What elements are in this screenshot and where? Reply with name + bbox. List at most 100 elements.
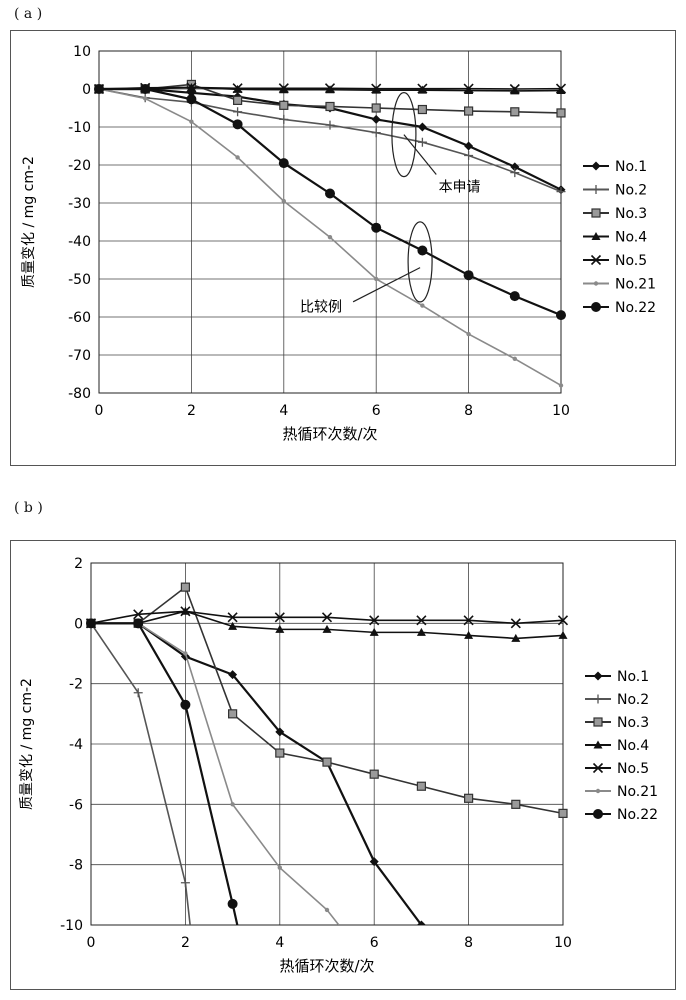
data-point-no3 (417, 782, 425, 790)
data-point-no2 (326, 121, 335, 130)
y-tick-label: 0 (74, 616, 83, 632)
data-point-no3 (234, 96, 242, 104)
data-point-no1 (464, 142, 473, 151)
legend-label: No.5 (617, 761, 649, 777)
series-group (94, 80, 566, 387)
annotation-label-benshenqing: 本申请 (439, 180, 481, 196)
annotations: 本申请比较例 (300, 93, 481, 316)
legend-marker (594, 281, 598, 285)
data-point-no22 (140, 84, 150, 94)
data-point-no3 (512, 800, 520, 808)
chart-b-frame: 20-2-4-6-8-100246810热循环次数/次质量变化 / mg cm-… (10, 540, 676, 990)
chart-a: 100-10-20-30-40-50-60-70-800246810热循环次数/… (11, 31, 675, 465)
data-point-no3 (511, 108, 519, 116)
data-point-no3 (326, 102, 334, 110)
data-point-no22 (510, 291, 520, 301)
legend-marker (593, 809, 603, 819)
chart-b: 20-2-4-6-8-100246810热循环次数/次质量变化 / mg cm-… (11, 541, 675, 989)
legend-label: No.22 (615, 300, 656, 316)
x-axis-label: 热循环次数/次 (282, 425, 377, 443)
data-point-no3 (280, 101, 288, 109)
data-point-no3 (465, 107, 473, 115)
y-axis-label: 质量变化 / mg cm-2 (21, 156, 37, 288)
legend: No.1 No.2 No.3 No.4 No.5 No.21 No.22 (583, 159, 656, 316)
legend: No.1No.2No.3No.4No.5No.21No.22 (585, 669, 658, 823)
legend-marker (592, 209, 600, 217)
data-point-no21 (230, 802, 234, 806)
data-point-no2 (181, 878, 190, 887)
annotation-label-bijiaoli: 比较例 (300, 299, 342, 315)
y-tick-label: -10 (68, 120, 91, 136)
data-point-no21 (325, 908, 329, 912)
data-point-no22 (228, 899, 238, 909)
legend-label: No.2 (615, 183, 647, 199)
legend-label: No.22 (617, 807, 658, 823)
legend-marker (594, 718, 602, 726)
data-point-no2 (233, 107, 242, 116)
data-point-no22 (279, 158, 289, 168)
data-point-no3 (181, 583, 189, 591)
y-tick-label: -70 (68, 348, 91, 364)
legend-marker (596, 789, 600, 793)
data-point-no21 (420, 303, 424, 307)
data-point-no21 (559, 383, 563, 387)
y-tick-label: -20 (68, 158, 91, 174)
data-point-no21 (278, 865, 282, 869)
data-point-no22 (556, 310, 566, 320)
legend-label: No.3 (617, 715, 649, 731)
legend-label: No.3 (615, 206, 647, 222)
data-point-no22 (371, 223, 381, 233)
data-point-no3 (372, 104, 380, 112)
x-tick-label: 4 (275, 935, 284, 951)
legend-label: No.21 (615, 277, 656, 293)
x-tick-label: 10 (554, 935, 572, 951)
legend-marker (591, 302, 601, 312)
data-point-no2 (372, 128, 381, 137)
x-tick-label: 8 (464, 935, 473, 951)
data-point-no21 (513, 357, 517, 361)
data-point-no21 (282, 199, 286, 203)
legend-label: No.5 (615, 253, 647, 269)
y-tick-label: 0 (82, 82, 91, 98)
y-tick-label: -60 (68, 310, 91, 326)
annotation-ellipse-bijiaoli (408, 222, 432, 302)
x-tick-label: 6 (370, 935, 379, 951)
y-tick-label: -2 (69, 677, 83, 693)
x-tick-label: 0 (87, 935, 96, 951)
chart-a-frame: 100-10-20-30-40-50-60-70-800246810热循环次数/… (10, 30, 676, 466)
x-tick-label: 4 (279, 403, 288, 419)
legend-label: No.1 (615, 159, 647, 175)
data-point-no22 (94, 84, 104, 94)
data-point-no2 (134, 688, 143, 697)
x-tick-label: 2 (181, 935, 190, 951)
legend-label: No.4 (615, 230, 647, 246)
data-point-no3 (370, 770, 378, 778)
y-tick-label: 2 (74, 556, 83, 572)
data-point-no21 (183, 651, 187, 655)
data-point-no3 (557, 109, 565, 117)
x-axis-label: 热循环次数/次 (279, 957, 374, 975)
data-point-no3 (323, 758, 331, 766)
data-point-no22 (180, 700, 190, 710)
y-tick-label: -80 (68, 386, 91, 402)
data-point-no1 (372, 115, 381, 124)
y-tick-label: -30 (68, 196, 91, 212)
data-point-no21 (189, 119, 193, 123)
legend-marker (594, 695, 603, 704)
data-point-no3 (229, 710, 237, 718)
data-point-no3 (276, 749, 284, 757)
data-point-no21 (466, 332, 470, 336)
legend-marker (592, 162, 601, 171)
data-point-no21 (374, 277, 378, 281)
y-tick-label: -40 (68, 234, 91, 250)
x-tick-label: 10 (552, 403, 570, 419)
data-point-no2 (279, 115, 288, 124)
data-point-no22 (464, 270, 474, 280)
legend-label: No.2 (617, 692, 649, 708)
data-point-no22 (417, 246, 427, 256)
data-point-no21 (328, 235, 332, 239)
series-line-no2 (91, 623, 190, 925)
data-point-no3 (465, 794, 473, 802)
x-tick-label: 2 (187, 403, 196, 419)
data-point-no22 (133, 618, 143, 628)
